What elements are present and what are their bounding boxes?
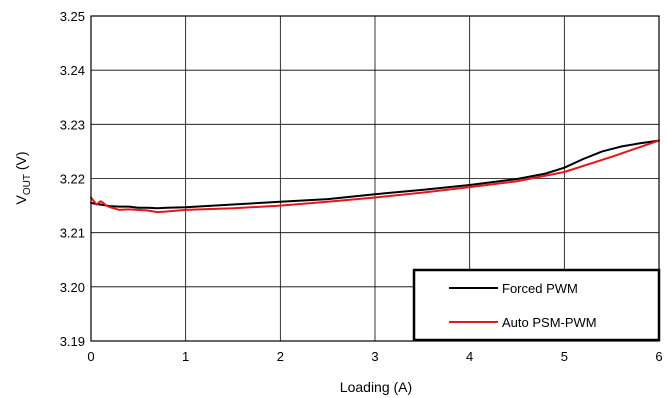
legend-label-forced-pwm: Forced PWM bbox=[502, 281, 578, 296]
y-axis-label-main: V bbox=[13, 195, 29, 205]
series-lines bbox=[90, 139, 660, 214]
y-tick-labels: 3.19 3.20 3.21 3.22 3.23 3.24 3.25 bbox=[60, 9, 85, 349]
y-tick-label: 3.24 bbox=[60, 63, 85, 78]
legend-box bbox=[412, 268, 661, 342]
y-tick-label: 3.23 bbox=[60, 117, 85, 132]
x-tick-label: 6 bbox=[655, 349, 662, 364]
plot-frame bbox=[90, 15, 660, 342]
x-tick-label: 1 bbox=[182, 349, 189, 364]
y-axis-label-sub: OUT bbox=[22, 174, 33, 195]
x-tick-label: 0 bbox=[87, 349, 94, 364]
y-axis-label: VOUT (V) bbox=[13, 151, 33, 204]
y-tick-label: 3.19 bbox=[60, 334, 85, 349]
y-tick-label: 3.25 bbox=[60, 9, 85, 24]
legend-label-auto-psm-pwm: Auto PSM-PWM bbox=[502, 315, 597, 330]
y-tick-label: 3.22 bbox=[60, 172, 85, 187]
legend: Forced PWM Auto PSM-PWM bbox=[412, 268, 661, 342]
series-line-forced-pwm bbox=[90, 139, 660, 210]
x-tick-label: 4 bbox=[466, 349, 473, 364]
series-line-auto-psm-pwm bbox=[90, 139, 660, 214]
x-tick-labels: 0 1 2 3 4 5 6 bbox=[87, 349, 662, 364]
y-tick-label: 3.21 bbox=[60, 226, 85, 241]
y-tick-label: 3.20 bbox=[60, 280, 85, 295]
y-axis-label-unit: (V) bbox=[13, 151, 29, 174]
x-axis-label: Loading (A) bbox=[340, 379, 412, 395]
x-tick-label: 2 bbox=[277, 349, 284, 364]
x-tick-label: 3 bbox=[371, 349, 378, 364]
x-tick-label: 5 bbox=[561, 349, 568, 364]
